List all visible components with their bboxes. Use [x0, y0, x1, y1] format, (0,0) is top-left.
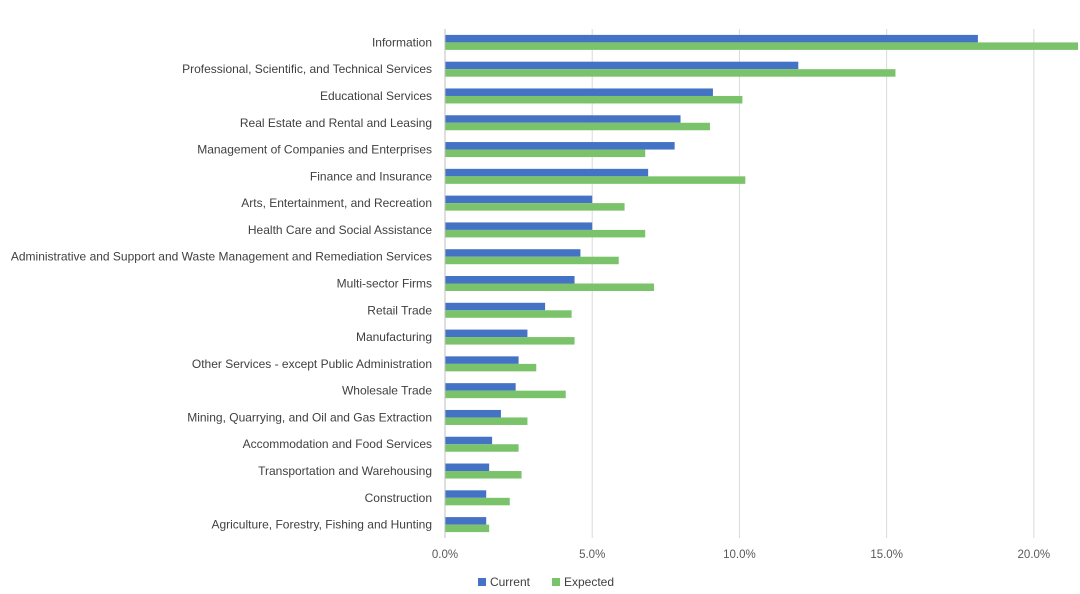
bar-current: [445, 356, 519, 364]
x-tick-label: 15.0%: [870, 549, 903, 561]
category-label: Other Services - except Public Administr…: [192, 357, 432, 371]
category-label: Management of Companies and Enterprises: [197, 143, 432, 157]
category-label: Agriculture, Forestry, Fishing and Hunti…: [211, 518, 432, 532]
x-tick-label: 0.0%: [432, 549, 458, 561]
category-label: Information: [372, 35, 432, 49]
bar-current: [445, 249, 581, 257]
bar-expected: [445, 229, 646, 238]
bar-expected: [445, 417, 528, 425]
bar-expected: [445, 444, 519, 452]
bar-current: [445, 61, 799, 70]
category-label: Transportation and Warehousing: [258, 464, 432, 478]
x-tick-label: 20.0%: [1018, 549, 1051, 561]
category-label: Professional, Scientific, and Technical …: [182, 62, 432, 76]
category-label: Educational Services: [320, 89, 432, 103]
bar-current: [445, 195, 593, 204]
gridlines: [591, 29, 1035, 538]
bar-expected: [445, 524, 490, 533]
legend: Current Expected: [0, 575, 1080, 589]
bar-current: [445, 88, 713, 96]
category-labels: Information Professional, Scientific, and…: [11, 35, 432, 531]
bar-expected: [445, 283, 655, 291]
legend-label-expected: Expected: [563, 575, 615, 589]
bar-expected: [445, 256, 619, 265]
bars: [445, 34, 1078, 533]
bar-expected: [445, 390, 566, 399]
legend-item-expected: Expected: [540, 575, 614, 589]
bar-expected: [445, 363, 537, 372]
bar-current: [445, 168, 649, 177]
legend-swatch-current: [477, 578, 486, 586]
bar-current: [445, 222, 593, 230]
bar-current: [445, 409, 501, 418]
bar-current: [445, 142, 675, 150]
legend-swatch-expected: [551, 578, 560, 586]
bar-expected: [445, 122, 710, 131]
bar-current: [445, 517, 487, 525]
bar-expected: [445, 471, 522, 479]
legend-item-current: Current: [466, 575, 530, 589]
category-label: Construction: [365, 491, 432, 505]
category-label: Administrative and Support and Waste Man…: [11, 250, 432, 264]
bar-current: [445, 276, 575, 284]
category-label: Real Estate and Rental and Leasing: [240, 116, 432, 130]
category-label: Retail Trade: [367, 303, 432, 317]
bar-expected: [445, 95, 743, 104]
category-label: Accommodation and Food Services: [243, 437, 432, 451]
category-label: Mining, Quarrying, and Oil and Gas Extra…: [187, 410, 432, 424]
x-tick-label: 5.0%: [579, 549, 605, 561]
x-tick-labels: 0.0% 5.0% 10.0% 15.0% 20.0%: [432, 549, 1050, 561]
category-label: Arts, Entertainment, and Recreation: [241, 196, 432, 210]
bar-expected: [445, 310, 572, 318]
bar-expected: [445, 149, 646, 158]
bar-chart: Information Professional, Scientific, and…: [11, 29, 1078, 561]
bar-current: [445, 329, 528, 338]
category-label: Health Care and Social Assistance: [248, 223, 432, 237]
bar-expected: [445, 337, 575, 345]
x-tick-label: 10.0%: [723, 549, 756, 561]
bar-current: [445, 34, 978, 43]
bar-expected: [445, 42, 1078, 50]
bar-expected: [445, 203, 625, 211]
category-label: Wholesale Trade: [342, 384, 432, 398]
bar-current: [445, 383, 516, 391]
bar-expected: [445, 176, 746, 184]
bar-current: [445, 436, 493, 445]
bar-current: [445, 490, 487, 498]
bar-current: [445, 302, 546, 311]
category-label: Manufacturing: [356, 330, 432, 344]
bar-current: [445, 115, 681, 123]
category-label: Finance and Insurance: [310, 169, 432, 183]
bar-current: [445, 463, 490, 472]
bar-expected: [445, 497, 510, 506]
bar-expected: [445, 69, 896, 77]
legend-label-current: Current: [489, 575, 530, 589]
category-label: Multi-sector Firms: [337, 277, 432, 291]
